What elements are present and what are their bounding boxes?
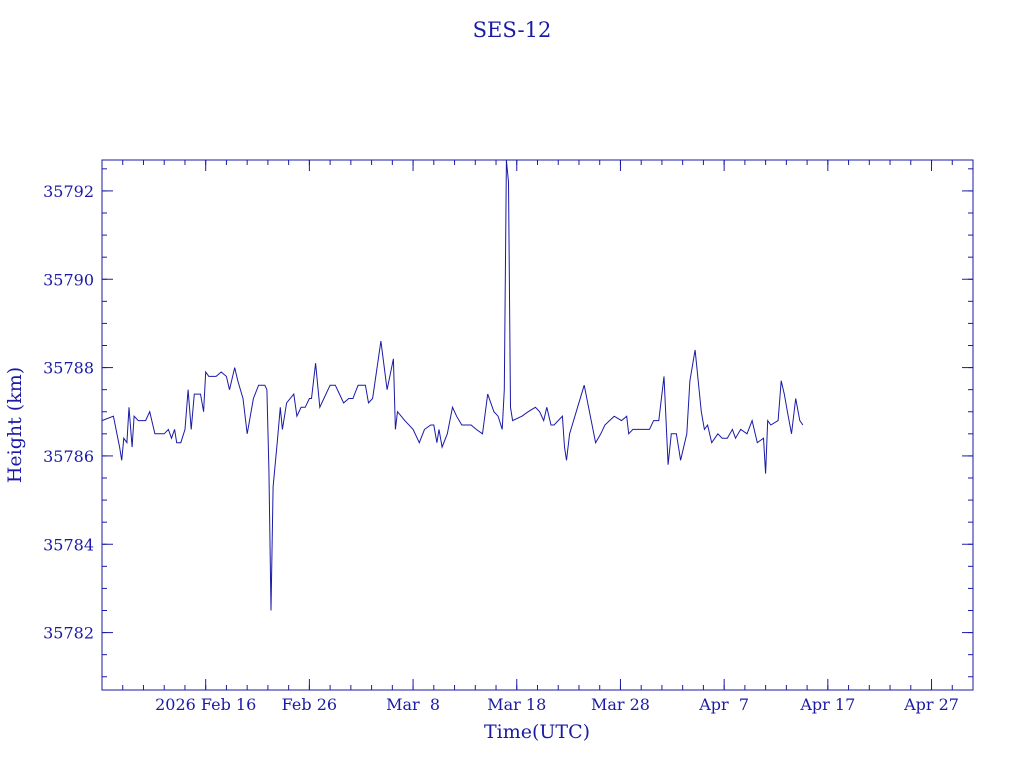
x-tick-label: Mar 8 [386, 695, 440, 714]
chart-title: SES-12 [473, 18, 552, 42]
plot-frame [101, 159, 974, 691]
tick-labels: 2026 Feb 16 Feb 26 Mar 8 Mar 18 Mar 28 Apr 7 A… [43, 182, 959, 714]
y-tick-label: 35788 [43, 359, 94, 378]
x-tick-label: Apr 17 [799, 695, 855, 714]
x-axis-label: Time(UTC) [484, 721, 590, 743]
y-tick-label: 35784 [43, 535, 94, 554]
axis-ticks [101, 160, 974, 690]
x-tick-label: Mar 18 [487, 695, 546, 714]
x-tick-label: Apr 7 [698, 695, 749, 714]
y-tick-label: 35786 [43, 447, 94, 466]
x-tick-label: Apr 27 [903, 695, 959, 714]
y-tick-label: 35792 [43, 182, 94, 201]
series-line-height [101, 159, 804, 611]
x-tick-label: Feb 26 [282, 695, 337, 714]
x-tick-label: 2026 Feb 16 [155, 695, 256, 714]
y-tick-label: 35782 [43, 624, 94, 643]
y-axis-label: Height (km) [4, 367, 26, 483]
series-layer [101, 159, 804, 611]
x-tick-label: Mar 28 [591, 695, 650, 714]
y-tick-label: 35790 [43, 270, 94, 289]
